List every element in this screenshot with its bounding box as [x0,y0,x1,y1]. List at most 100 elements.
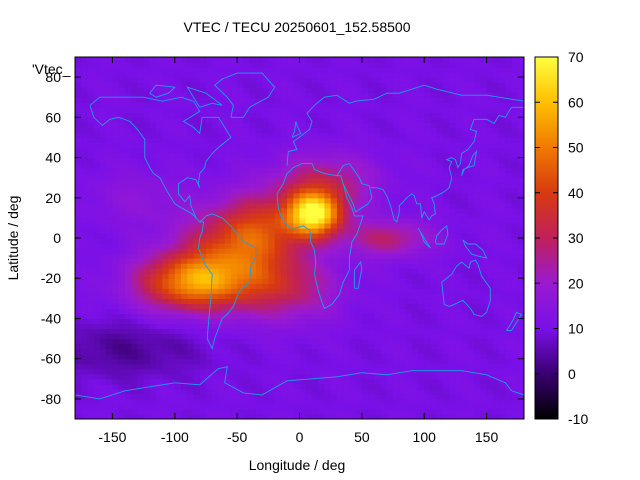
heatmap-cell [193,207,201,214]
heatmap-cell [262,238,269,244]
heatmap-cell [511,248,519,254]
heatmap-cell [168,117,176,123]
heatmap-cell [499,333,506,340]
heatmap-cell [280,202,288,209]
heatmap-cell [467,298,475,304]
heatmap-cell [424,122,432,128]
heatmap-cell [106,122,114,128]
heatmap-cell [280,238,288,244]
heatmap-cell [118,313,126,320]
heatmap-cell [336,132,344,139]
heatmap-cell [262,408,269,415]
heatmap-cell [287,383,294,390]
heatmap-cell [187,207,195,214]
heatmap-cell [324,273,332,279]
heatmap-cell [255,403,263,410]
heatmap-cell [87,308,95,315]
heatmap-cell [361,378,369,385]
heatmap-cell [287,77,294,83]
heatmap-cell [230,167,238,174]
heatmap-cell [106,258,114,264]
heatmap-cell [193,238,201,244]
heatmap-cell [255,172,263,179]
heatmap-cell [81,388,89,395]
heatmap-cell [511,348,519,355]
heatmap-cell [505,97,513,103]
heatmap-cell [436,172,444,179]
heatmap-cell [187,278,195,284]
heatmap-cell [156,358,163,365]
heatmap-cell [318,217,326,224]
heatmap-cell [393,318,400,325]
heatmap-cell [393,112,400,118]
heatmap-cell [199,293,207,299]
heatmap-cell [174,338,182,345]
heatmap-cell [430,298,438,304]
heatmap-cell [124,212,132,219]
heatmap-cell [124,348,132,355]
heatmap-cell [393,388,400,395]
heatmap-cell [143,142,151,149]
heatmap-cell [305,167,313,174]
heatmap-cell [205,383,213,390]
heatmap-cell [393,348,400,355]
heatmap-cell [255,177,263,184]
heatmap-cell [449,253,457,259]
heatmap-cell [156,303,163,309]
heatmap-cell [162,132,170,139]
heatmap-cell [505,248,513,254]
heatmap-cell [505,232,513,239]
heatmap-cell [255,358,263,365]
heatmap-cell [81,373,89,380]
heatmap-cell [193,333,201,340]
heatmap-cell [262,142,269,149]
heatmap-cell [99,278,107,284]
heatmap-cell [293,112,301,118]
heatmap-cell [480,313,488,320]
heatmap-cell [499,388,506,395]
heatmap-cell [305,248,313,254]
heatmap-cell [318,102,326,108]
heatmap-cell [368,388,375,395]
heatmap-cell [205,112,213,118]
heatmap-cell [349,263,357,269]
heatmap-cell [467,72,475,78]
heatmap-cell [386,92,394,98]
heatmap-cell [311,212,319,219]
heatmap-cell [355,248,363,254]
heatmap-cell [230,273,238,279]
heatmap-cell [255,97,263,103]
heatmap-cell [87,383,95,390]
heatmap-area [74,56,525,420]
heatmap-cell [330,122,338,128]
heatmap-cell [131,373,138,380]
heatmap-cell [156,368,163,375]
heatmap-cell [293,92,301,98]
heatmap-cell [474,358,481,365]
heatmap-cell [274,368,282,375]
heatmap-cell [393,82,400,88]
heatmap-cell [424,162,432,169]
heatmap-cell [81,348,89,355]
heatmap-cell [224,212,232,219]
heatmap-cell [124,127,132,134]
heatmap-cell [137,187,145,194]
heatmap-cell [287,217,294,224]
heatmap-cell [517,298,524,304]
heatmap-cell [218,207,226,214]
heatmap-cell [249,303,257,309]
heatmap-cell [436,202,444,209]
heatmap-cell [311,398,319,405]
heatmap-cell [81,157,89,164]
heatmap-cell [430,253,438,259]
heatmap-cell [224,308,232,315]
heatmap-cell [149,303,157,309]
heatmap-cell [199,323,207,330]
heatmap-cell [168,122,176,128]
heatmap-cell [224,162,232,169]
heatmap-cell [205,172,213,179]
heatmap-cell [205,67,213,73]
heatmap-cell [168,67,176,73]
heatmap-cell [417,278,425,284]
heatmap-cell [131,222,138,229]
